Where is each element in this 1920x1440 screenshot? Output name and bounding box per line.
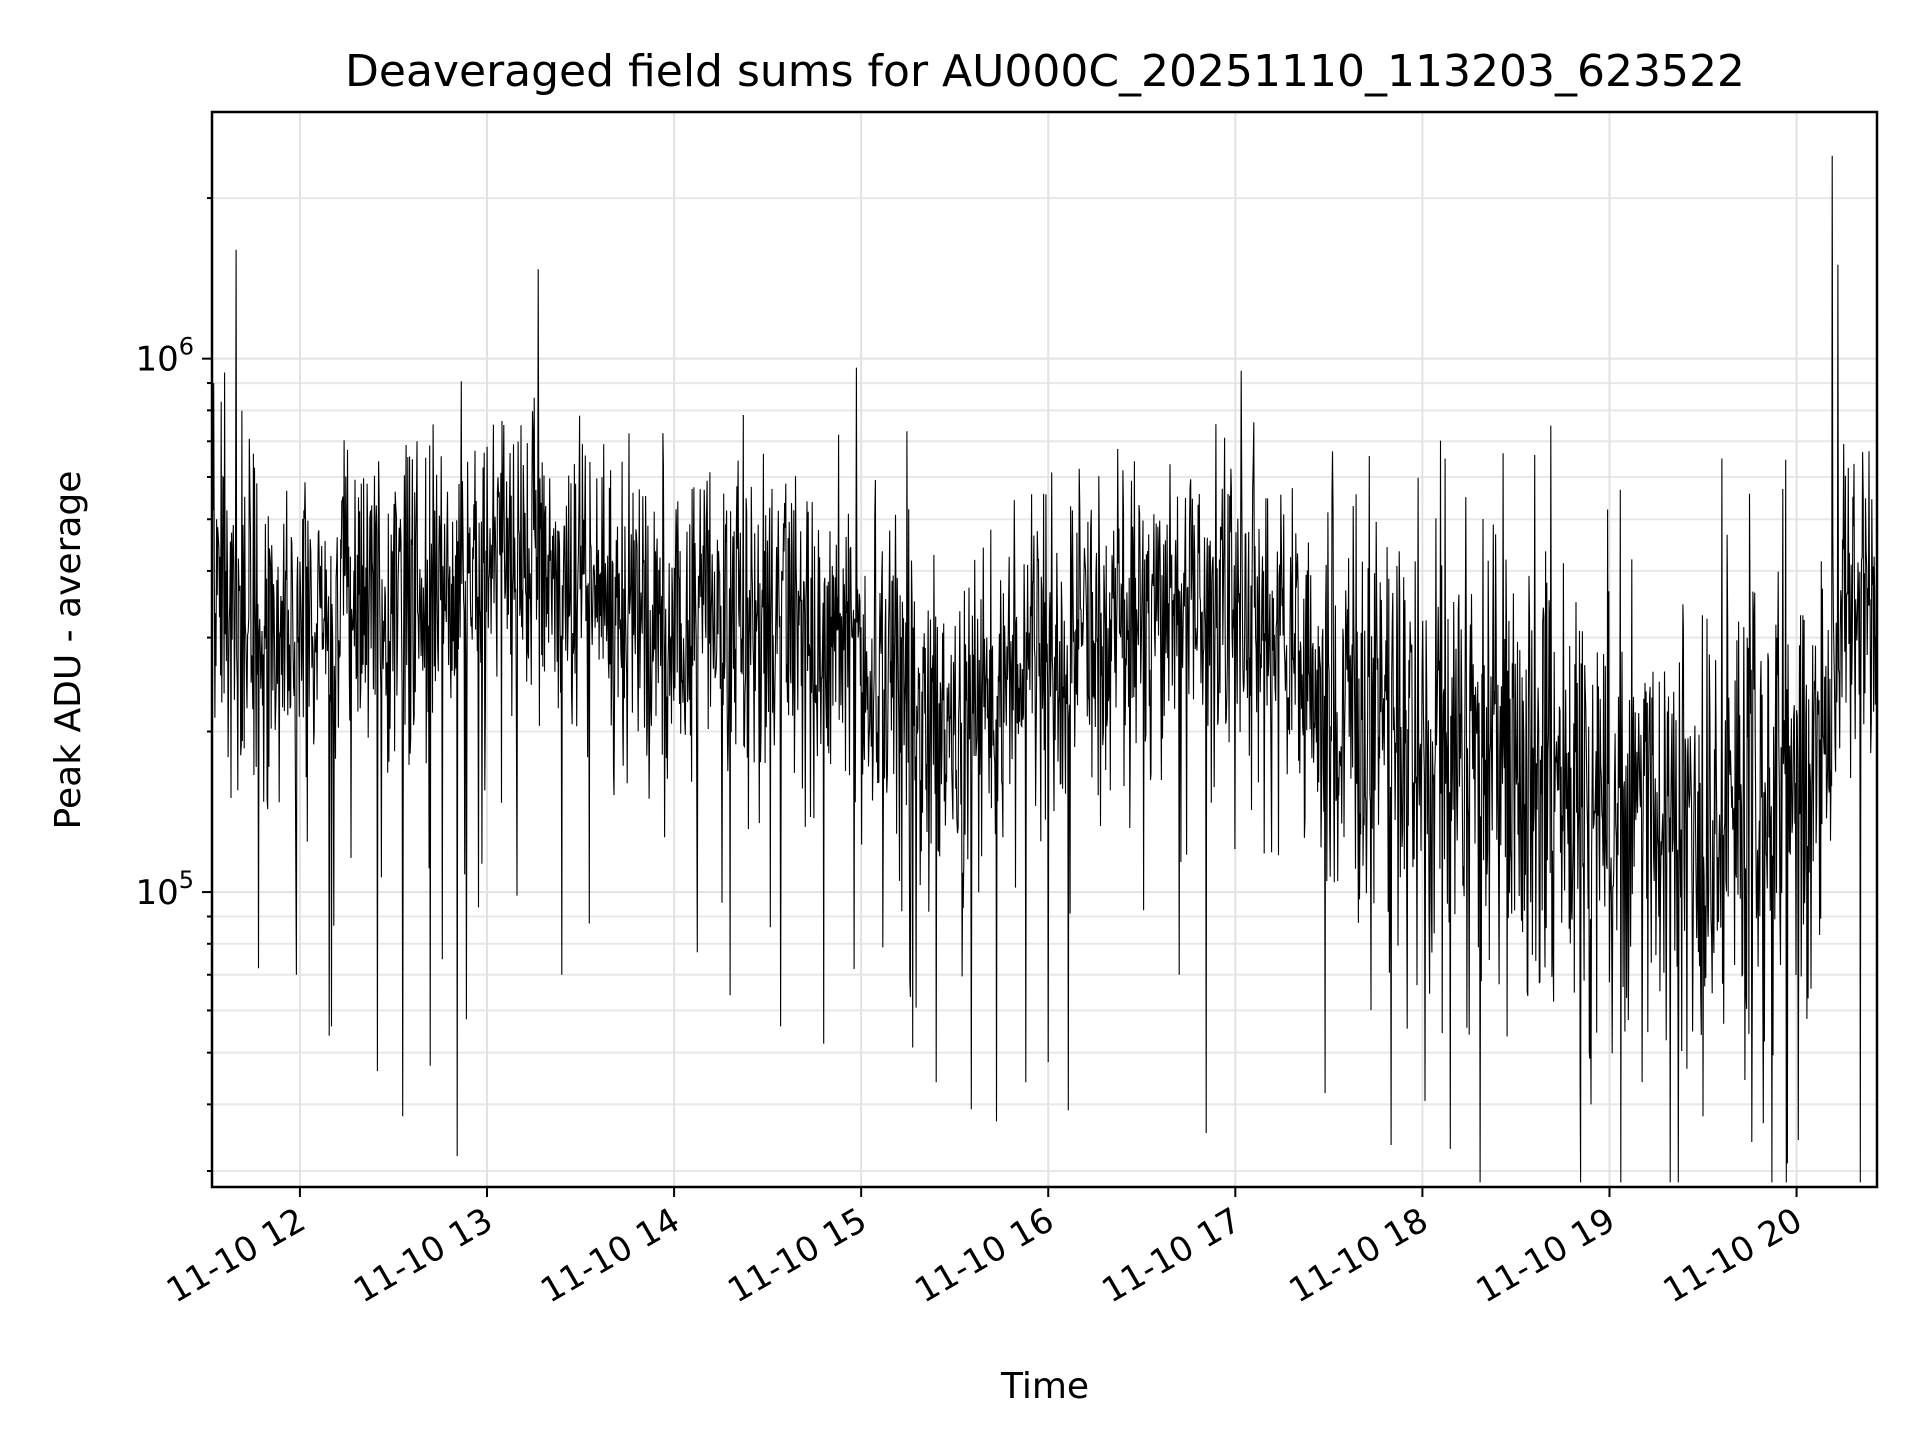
y-tick-label: 106 — [135, 333, 194, 380]
plot-frame — [210, 110, 1879, 1189]
y-tick-label: 105 — [135, 866, 194, 913]
chart-title: Deaveraged field sums for AU000C_2025111… — [345, 46, 1745, 97]
y-axis-label: Peak ADU - average — [48, 471, 89, 830]
series-line-peak-adu — [211, 155, 1878, 1183]
y-axis: 105 106 — [135, 197, 212, 1173]
series-layer — [211, 155, 1878, 1183]
x-axis-label: Time — [1000, 1366, 1089, 1407]
